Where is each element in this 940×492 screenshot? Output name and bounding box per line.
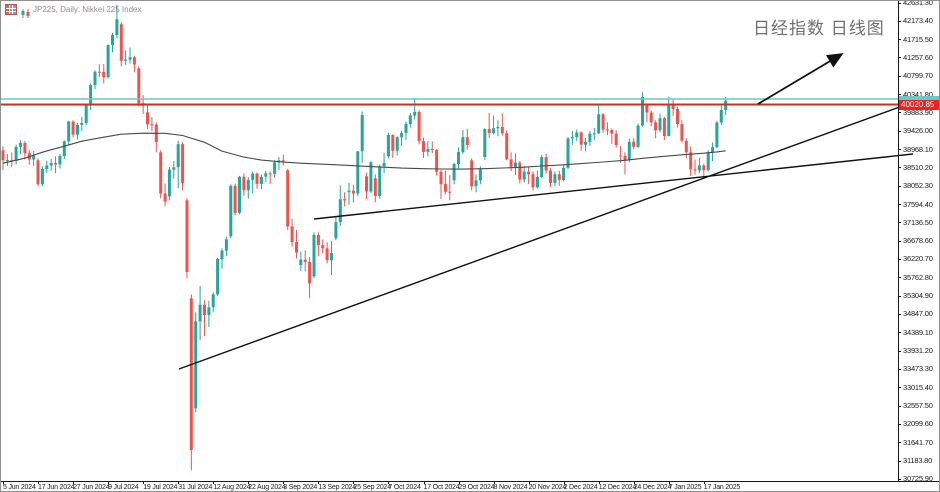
price-axis-label: 34847.00 bbox=[898, 310, 939, 318]
date-axis-label: 22 Aug 2024 bbox=[248, 481, 286, 491]
current-price-label: 40020.85 bbox=[899, 100, 939, 110]
price-axis-label: 38968.10 bbox=[898, 145, 939, 154]
date-axis-label: 17 Oct 2024 bbox=[423, 481, 460, 491]
date-axis-label: 17 Jun 2024 bbox=[38, 481, 75, 491]
annotation-text[interactable]: 日经指数 日线图 bbox=[753, 19, 885, 38]
price-axis-label: 31641.70 bbox=[898, 438, 939, 447]
price-axis-label: 41257.60 bbox=[898, 53, 939, 62]
lower-support-trendline[interactable] bbox=[178, 100, 917, 370]
date-axis-label: 7 Jan 2025 bbox=[668, 481, 702, 491]
price-axis-label: 40341.80 bbox=[898, 90, 939, 99]
price-axis-label: 33015.40 bbox=[898, 383, 939, 392]
upper-support-trendline[interactable] bbox=[313, 153, 914, 220]
date-axis-label: 31 Jul 2024 bbox=[178, 481, 213, 491]
date-axis-label: 13 Sep 2024 bbox=[318, 481, 356, 491]
table-icon bbox=[5, 4, 17, 15]
price-axis-label: 30725.90 bbox=[898, 475, 939, 483]
price-axis-label: 33473.30 bbox=[898, 365, 939, 373]
price-axis-label: 35762.80 bbox=[898, 273, 939, 282]
price-axis-label: 32099.60 bbox=[898, 420, 939, 428]
date-axis-label: 5 Jun 2024 bbox=[3, 481, 36, 491]
date-axis-label: 7 Oct 2024 bbox=[388, 481, 421, 491]
date-axis-label: 17 Jan 2025 bbox=[703, 481, 741, 491]
date-axis-label: 9 Jul 2024 bbox=[108, 481, 139, 491]
arrow-annotation[interactable] bbox=[757, 53, 844, 105]
chart-titlebar: JP225, Daily: Nikkei 225 Index bbox=[5, 4, 142, 18]
price-axis-label: 37594.40 bbox=[898, 200, 939, 209]
price-axis-label: 41715.50 bbox=[898, 35, 939, 44]
price-axis-label: 36220.70 bbox=[898, 255, 939, 263]
price-axis-label: 42173.40 bbox=[898, 17, 939, 25]
price-axis-label: 40799.70 bbox=[898, 72, 939, 80]
candles bbox=[1, 4, 728, 471]
date-axis-label: 20 Nov 2024 bbox=[528, 481, 567, 491]
date-axis-label: 3 Sep 2024 bbox=[283, 481, 318, 491]
date-axis-label: 2 Dec 2024 bbox=[563, 481, 598, 491]
price-axis-label: 36678.60 bbox=[898, 237, 939, 245]
price-axis-label: 35304.90 bbox=[898, 292, 939, 300]
price-axis-label: 31183.80 bbox=[898, 457, 939, 465]
candles-icon bbox=[20, 5, 30, 18]
price-axis-label: 32557.50 bbox=[898, 402, 939, 410]
price-axis-label: 38052.30 bbox=[898, 182, 939, 190]
price-axis-label: 42631.30 bbox=[898, 1, 939, 7]
price-axis-label: 38510.20 bbox=[898, 163, 939, 172]
date-axis-label: 29 Oct 2024 bbox=[458, 481, 495, 491]
moving-average-line bbox=[2, 132, 726, 170]
price-axis-label: 33931.20 bbox=[898, 347, 939, 355]
date-axis-label: 8 Nov 2024 bbox=[493, 481, 528, 491]
price-axis-label: 39883.90 bbox=[898, 108, 939, 117]
chart-title: JP225, Daily: Nikkei 225 Index bbox=[33, 5, 142, 14]
price-axis-label: 37136.50 bbox=[898, 218, 939, 227]
date-axis-label: 12 Dec 2024 bbox=[598, 481, 637, 491]
date-axis-label: 25 Sep 2024 bbox=[353, 481, 391, 491]
price-axis-label: 34389.10 bbox=[898, 328, 939, 337]
price-axis-label: 39426.00 bbox=[898, 127, 939, 135]
date-axis-label: 12 Aug 2024 bbox=[213, 481, 251, 491]
date-axis-label: 19 Jul 2024 bbox=[143, 481, 178, 491]
date-axis-label: 24 Dec 2024 bbox=[633, 481, 672, 491]
date-axis-label: 27 Jun 2024 bbox=[73, 481, 110, 491]
